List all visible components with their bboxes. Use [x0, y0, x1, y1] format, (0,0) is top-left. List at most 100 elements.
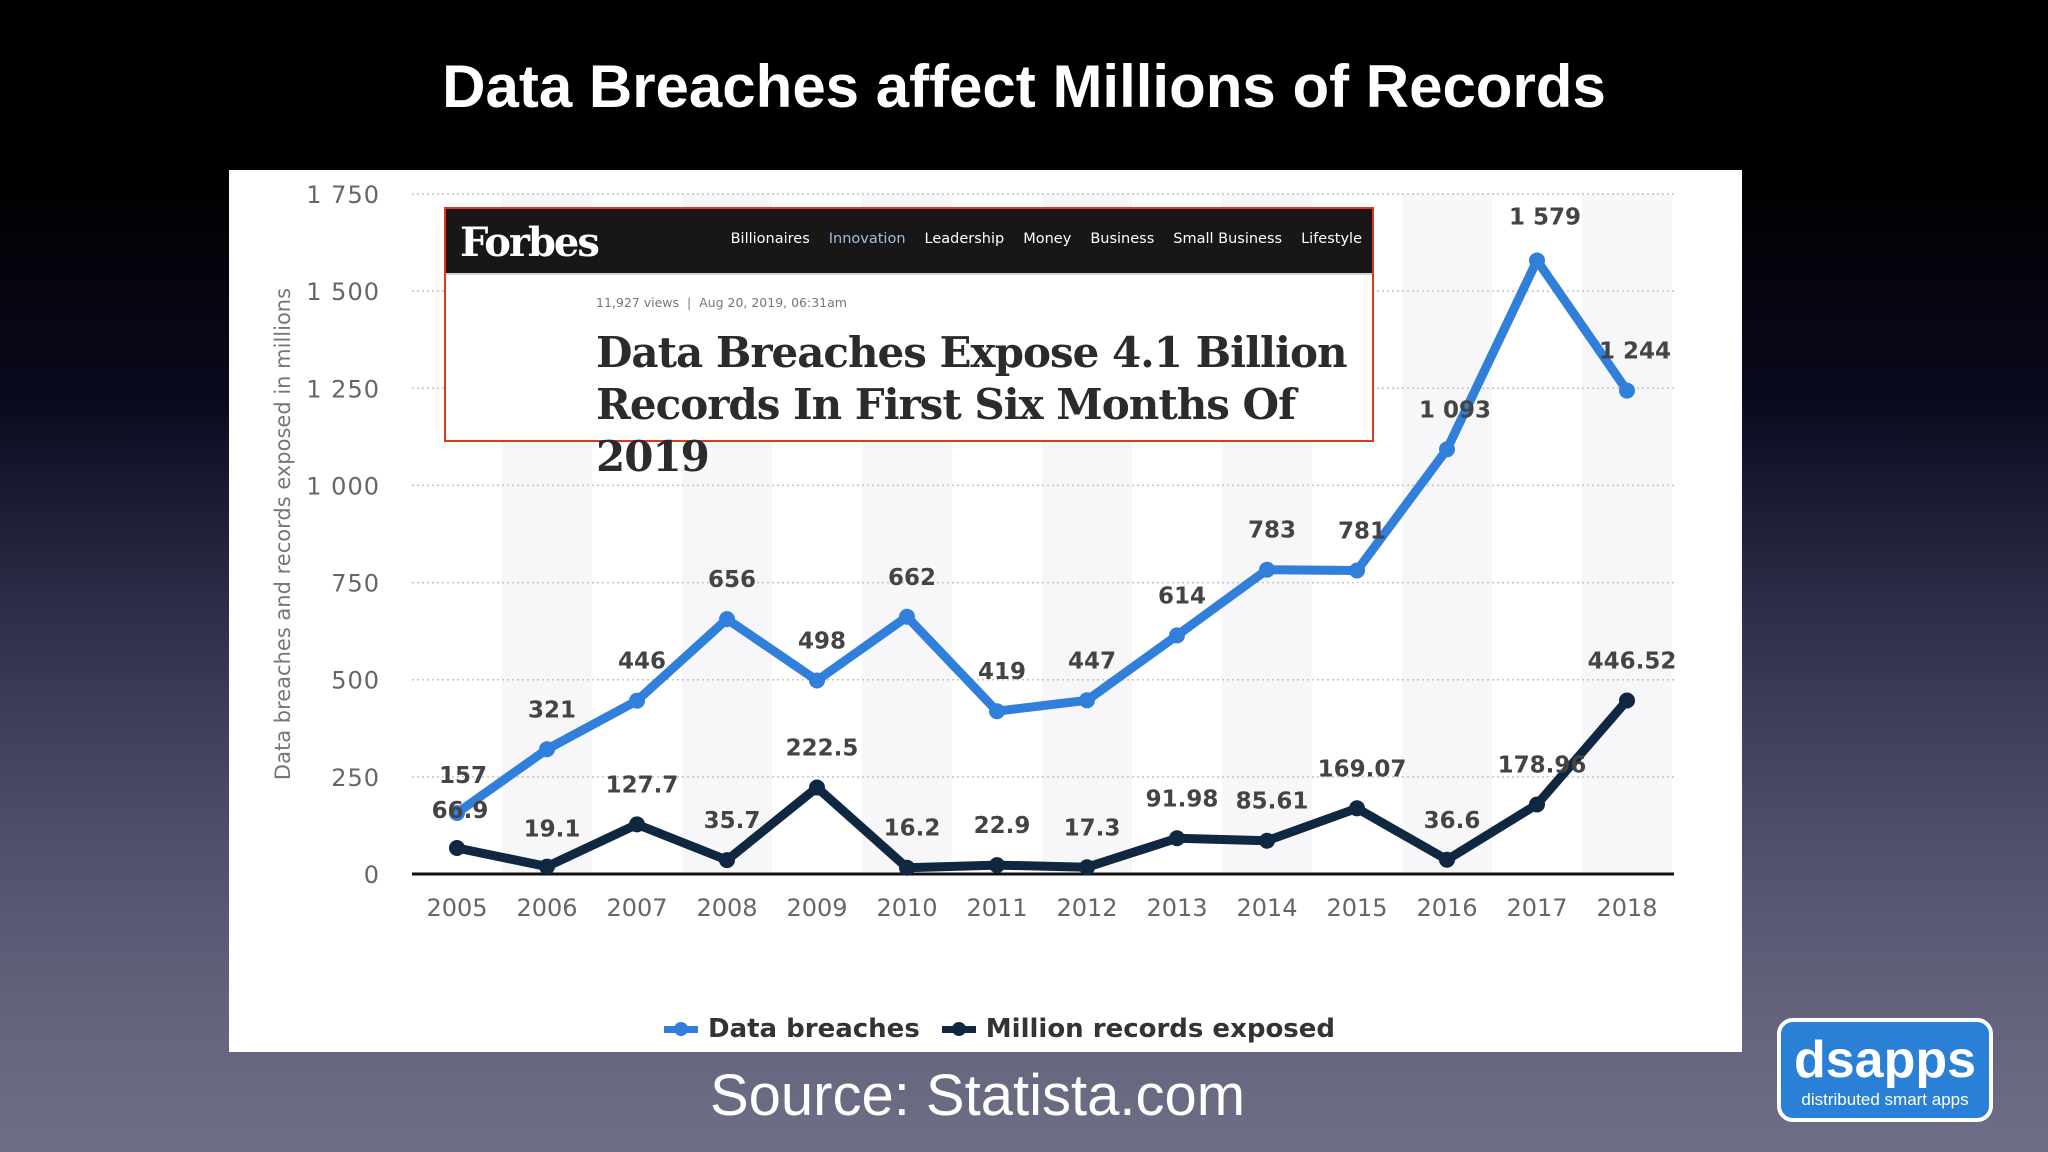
data-point-marker[interactable]	[1619, 692, 1635, 709]
data-label: 1 244	[1599, 339, 1671, 365]
column-band	[1582, 194, 1672, 874]
data-label: 446.52	[1588, 648, 1677, 674]
data-point-marker[interactable]	[899, 859, 915, 876]
data-label: 662	[888, 565, 936, 591]
x-tick-label: 2011	[966, 894, 1027, 922]
data-point-marker[interactable]	[629, 692, 645, 709]
data-label: 169.07	[1318, 756, 1407, 782]
data-label: 656	[708, 567, 756, 593]
data-point-marker[interactable]	[1259, 832, 1275, 849]
data-label: 91.98	[1146, 786, 1219, 812]
x-tick-label: 2009	[786, 894, 847, 922]
data-point-marker[interactable]	[449, 804, 465, 821]
source-caption: Source: Statista.com	[709, 1063, 1246, 1128]
y-tick-label: 1 250	[306, 375, 380, 403]
forbes-menu: Billionaires Innovation Leadership Money Bus…	[731, 231, 1362, 247]
y-tick-label: 250	[331, 764, 380, 792]
series-line	[452, 255, 1632, 818]
legend-item-records-exposed: Million records exposed	[941, 1014, 1336, 1044]
x-tick-label: 2006	[516, 894, 577, 922]
headline-line-1: Data Breaches Expose 4.1 Billion	[596, 328, 1348, 377]
forbes-logo: Forbes	[460, 219, 600, 266]
data-point-marker[interactable]	[1529, 796, 1545, 813]
data-label: 157	[439, 763, 487, 789]
data-label: 1 093	[1419, 397, 1491, 423]
x-tick-label: 2012	[1056, 894, 1117, 922]
data-point-marker[interactable]	[809, 779, 825, 796]
data-label: 783	[1248, 518, 1296, 544]
data-point-marker[interactable]	[1619, 382, 1635, 399]
badge-tagline: distributed smart apps	[1801, 1090, 1969, 1109]
y-axis-title: Data breaches and records exposed in mil…	[271, 288, 295, 780]
x-tick-label: 2005	[426, 894, 487, 922]
forbes-nav-item-business: Business	[1090, 231, 1155, 247]
badge-name: dsapps	[1793, 1031, 1977, 1089]
data-point-marker[interactable]	[1169, 830, 1185, 847]
data-label: 36.6	[1424, 808, 1481, 834]
forbes-nav-item-leadership: Leadership	[924, 231, 1005, 247]
column-band	[1402, 194, 1492, 874]
data-point-marker[interactable]	[1439, 441, 1455, 458]
y-tick-label: 750	[331, 570, 380, 598]
x-tick-label: 2014	[1236, 894, 1297, 922]
data-label: 498	[798, 628, 846, 654]
y-tick-label: 500	[331, 667, 380, 695]
data-label: 178.96	[1498, 752, 1587, 778]
data-point-marker[interactable]	[539, 741, 555, 758]
data-label: 66.9	[432, 798, 489, 824]
data-label: 127.7	[606, 772, 679, 798]
article-meta: 11,927 views | Aug 20, 2019, 06:31am	[596, 295, 847, 310]
x-tick-label: 2017	[1506, 894, 1567, 922]
x-tick-label: 2007	[606, 894, 667, 922]
data-label: 321	[528, 697, 576, 723]
data-point-marker[interactable]	[629, 816, 645, 833]
data-label: 16.2	[884, 816, 941, 842]
data-point-marker[interactable]	[719, 852, 735, 869]
data-point-marker[interactable]	[449, 840, 465, 857]
forbes-nav-item-money: Money	[1023, 231, 1072, 247]
y-tick-label: 1 500	[306, 278, 380, 306]
forbes-nav-bar: Forbes Billionaires Innovation Leadership M…	[446, 209, 1372, 275]
legend-line-marker-icon	[941, 1022, 976, 1036]
data-label: 1 579	[1509, 204, 1581, 230]
data-point-marker[interactable]	[899, 608, 915, 625]
data-point-marker[interactable]	[1529, 252, 1545, 269]
data-point-marker[interactable]	[719, 611, 735, 628]
forbes-article-screenshot: Forbes Billionaires Innovation Leadership M…	[444, 207, 1374, 481]
y-tick-label: 0	[364, 861, 380, 889]
data-point-marker[interactable]	[1079, 859, 1095, 876]
data-label: 446	[618, 649, 666, 675]
data-point-marker[interactable]	[989, 703, 1005, 720]
forbes-nav-item-innovation: Innovation	[828, 231, 906, 247]
x-tick-label: 2013	[1146, 894, 1207, 922]
data-point-marker[interactable]	[1439, 851, 1455, 868]
slide-title: Data Breaches affect Millions of Records	[442, 53, 1606, 120]
legend-item-data-breaches: Data breaches	[664, 1014, 920, 1044]
forbes-nav-item-lifestyle: Lifestyle	[1301, 231, 1362, 247]
data-label: 19.1	[524, 817, 581, 843]
data-point-marker[interactable]	[989, 857, 1005, 874]
legend-label: Data breaches	[708, 1014, 920, 1044]
article-headline: Data Breaches Expose 4.1 Billion Records…	[596, 327, 1366, 483]
data-point-marker[interactable]	[1349, 800, 1365, 817]
data-point-marker[interactable]	[1079, 692, 1095, 709]
data-label: 781	[1338, 519, 1386, 545]
dsapps-logo-badge: dsapps distributed smart apps	[1777, 1018, 1993, 1122]
y-tick-label: 1 750	[306, 181, 380, 209]
legend-label: Million records exposed	[985, 1014, 1336, 1044]
data-point-marker[interactable]	[1169, 627, 1185, 644]
forbes-nav-item-small-business: Small Business	[1173, 231, 1283, 247]
forbes-nav-item-billionaires: Billionaires	[730, 231, 810, 247]
y-tick-label: 1 000	[306, 472, 380, 500]
x-tick-label: 2015	[1326, 894, 1387, 922]
series-line	[452, 695, 1632, 873]
data-label: 419	[978, 659, 1026, 685]
data-label: 222.5	[786, 736, 859, 762]
data-point-marker[interactable]	[809, 672, 825, 689]
x-tick-label: 2016	[1416, 894, 1477, 922]
data-point-marker[interactable]	[539, 858, 555, 875]
chart-legend: Data breaches Million records exposed	[664, 1014, 1335, 1044]
data-point-marker[interactable]	[1259, 561, 1275, 578]
data-label: 85.61	[1236, 789, 1309, 815]
data-point-marker[interactable]	[1349, 562, 1365, 579]
